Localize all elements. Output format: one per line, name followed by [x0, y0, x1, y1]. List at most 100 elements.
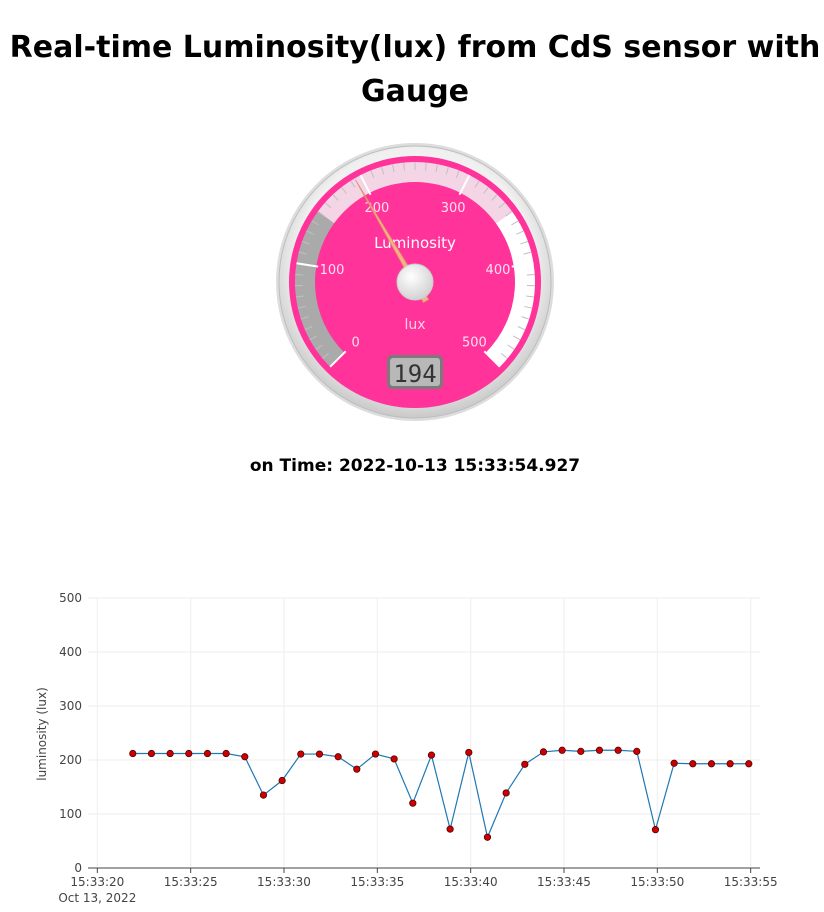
data-point	[166, 749, 174, 758]
data-point	[521, 760, 529, 768]
gauge-minor-tick	[435, 164, 438, 173]
gauge-minor-tick	[306, 230, 314, 235]
gauge-minor-tick	[295, 273, 304, 276]
data-point	[558, 746, 566, 754]
data-point	[577, 747, 585, 755]
gauge-minor-tick	[315, 344, 323, 350]
x-tick-label: 15:33:40	[444, 875, 498, 889]
gauge-minor-tick	[526, 295, 535, 298]
data-point	[651, 826, 660, 834]
gauge-minor-tick	[295, 295, 304, 298]
gauge-minor-tick	[491, 194, 498, 201]
data-point	[334, 753, 342, 761]
luminosity-chart: 0 100 200 300 400 500 15:33:20 Oct 13, 2022 15:3…	[0, 580, 824, 912]
gauge-minor-tick	[507, 344, 515, 350]
gauge-major-tick	[296, 262, 319, 268]
gauge-minor-tick	[304, 326, 313, 331]
gauge-minor-tick	[521, 316, 530, 320]
data-point	[409, 799, 417, 807]
chart-axes: 0 100 200 300 400 500 15:33:20 Oct 13, 2022 15:3…	[58, 591, 777, 905]
gauge-minor-tick	[300, 316, 309, 320]
gauge-minor-tick	[455, 170, 460, 179]
data-point	[502, 789, 510, 797]
gauge-minor-tick	[297, 305, 306, 309]
gauge-minor-tick	[403, 162, 405, 171]
y-tick-label: 100	[59, 807, 82, 821]
data-point	[315, 750, 324, 758]
gauge-highlight-band	[317, 161, 513, 224]
gauge-minor-tick	[309, 335, 318, 341]
gauge-minor-tick	[317, 211, 325, 217]
x-tick-label: 15:33:30	[257, 875, 311, 889]
gauge-minor-tick	[370, 170, 375, 179]
data-point	[446, 825, 454, 833]
data-point	[147, 749, 156, 758]
data-point	[278, 776, 286, 785]
gauge-minor-tick	[322, 353, 330, 359]
y-tick-label: 500	[59, 591, 82, 605]
data-point	[297, 750, 305, 758]
gauge-minor-tick	[474, 180, 480, 188]
data-point	[614, 746, 622, 754]
x-tick-label: 15:33:35	[350, 875, 404, 889]
gauge-tick-label: 0	[351, 335, 359, 350]
y-tick-label: 300	[59, 699, 82, 713]
data-point	[745, 760, 753, 768]
gauge-tick-label: 300	[441, 201, 466, 216]
gauge-highlights	[295, 161, 535, 367]
gauge-minor-tick	[500, 353, 508, 359]
data-point	[353, 765, 361, 773]
data-point	[465, 748, 473, 757]
timestamp-label: on Time: 2022-10-13 15:33:54.927	[249, 456, 581, 476]
data-point	[185, 749, 193, 758]
data-point	[670, 759, 678, 767]
y-tick-label: 400	[59, 645, 82, 659]
data-point	[129, 749, 137, 758]
gauge-units: lux	[404, 317, 425, 333]
data-point	[371, 750, 380, 758]
gauge-needle-hub	[396, 263, 434, 301]
x-tick-label: 15:33:45	[537, 875, 591, 889]
gauge-minor-tick	[381, 166, 385, 175]
data-point	[203, 749, 212, 758]
gauge-minor-tick	[445, 166, 449, 175]
x-tick-label: 15:33:50	[630, 875, 684, 889]
gauge-highlight-band	[485, 211, 535, 367]
gauge-major-tick	[329, 350, 347, 368]
gauge-minor-tick	[524, 305, 533, 309]
gauge-minor-tick	[301, 240, 310, 245]
gauge-tick-label: 400	[486, 263, 511, 278]
gauge-minor-tick	[498, 202, 506, 209]
gauge-minor-tick	[324, 202, 332, 209]
data-point	[707, 760, 716, 768]
data-point	[427, 751, 436, 759]
gauge-major-tick	[458, 174, 471, 196]
gauge-title: Luminosity	[374, 234, 456, 252]
data-point	[483, 833, 492, 841]
data-point	[633, 747, 641, 755]
gauge-minor-tick	[341, 186, 347, 194]
gauge-minor-tick	[511, 220, 519, 226]
y-tick-label: 0	[74, 861, 82, 875]
x-tick-label: 15:33:25	[164, 875, 218, 889]
data-point	[241, 753, 249, 761]
data-point	[595, 746, 604, 754]
gauge-minor-tick	[516, 230, 524, 235]
gauge-minor-tick	[517, 326, 526, 331]
gauge-minor-tick	[392, 164, 395, 173]
gauge-minor-tick	[425, 162, 427, 171]
data-point	[726, 760, 734, 768]
gauge-value-box: 194	[387, 355, 443, 389]
gauge-major-tick	[359, 174, 372, 196]
gauge-major-tick	[483, 350, 501, 368]
gauge-tick-label: 100	[320, 263, 345, 278]
gauge-minor-tick	[483, 186, 489, 194]
luminosity-gauge: 0 100 200 300 400 500 Luminosity lux 194	[274, 141, 556, 423]
y-axis-label: luminosity (lux)	[35, 687, 49, 781]
series-line	[132, 749, 749, 840]
data-point	[390, 755, 398, 763]
gauge-minor-tick	[523, 251, 532, 255]
gauge-minor-tick	[512, 335, 521, 341]
